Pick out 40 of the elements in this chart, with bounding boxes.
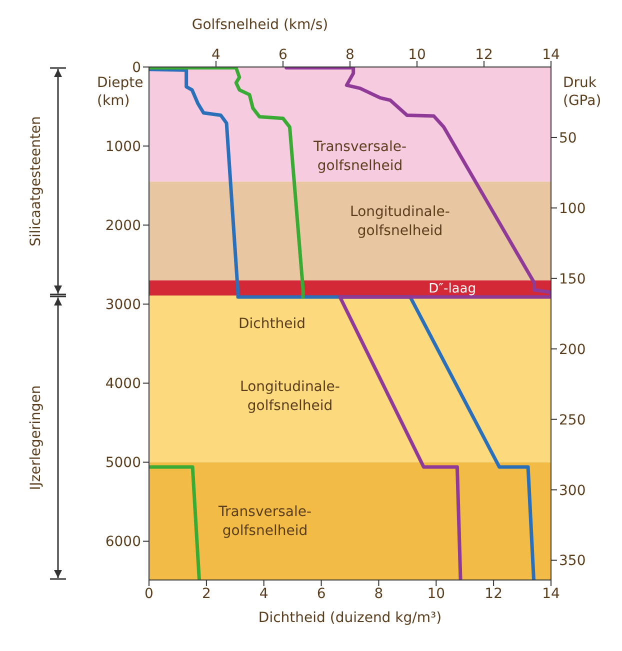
y-axis-title: Diepte (km) <box>97 75 144 109</box>
x-tick-label: 0 <box>144 586 154 602</box>
x-axis-title: Dichtheid (duizend kg/m³) <box>258 610 442 626</box>
y2-tick-label: 300 <box>559 482 586 499</box>
annotation: Transversale- golfsnelheid <box>217 504 312 539</box>
band-label: D″-laag <box>428 282 476 297</box>
x-tick-label: 8 <box>374 586 384 602</box>
y2-axis-title: Druk (GPa) <box>563 75 602 109</box>
x-tick-label: 10 <box>427 586 446 602</box>
y2-tick-label: 250 <box>559 412 586 428</box>
y-tick-label: 3000 <box>105 297 141 314</box>
x2-tick-label: 6 <box>278 47 288 63</box>
x2-axis-title: Golfsnelheid (km/s) <box>192 17 328 33</box>
y2-tick-label: 100 <box>559 200 586 217</box>
annotation: Longitudinale- golfsnelheid <box>350 204 450 239</box>
x2-tick-label: 10 <box>408 47 426 63</box>
y-tick-label: 1000 <box>105 139 141 156</box>
y2-tick-label: 350 <box>559 553 586 570</box>
x-tick-label: 4 <box>259 586 268 602</box>
annotation: Transversale- golfsnelheid <box>312 139 407 174</box>
annotation: Longitudinale- golfsnelheid <box>240 379 340 414</box>
y2-tick-label: 50 <box>559 130 577 146</box>
x-tick-label: 2 <box>202 586 211 602</box>
y-tick-label: 6000 <box>105 534 141 550</box>
text: Silicaatgesteenten <box>28 116 44 246</box>
x-tick-label: 6 <box>316 586 326 602</box>
y-tick-label: 5000 <box>105 455 141 472</box>
x2-tick-label: 8 <box>346 47 354 63</box>
annotation: Dichtheid <box>238 316 306 332</box>
y2-tick-label: 200 <box>559 342 586 358</box>
y-tick-label: 4000 <box>105 376 141 392</box>
text: IJzerlegeringen <box>28 385 44 490</box>
y-tick-label: 2000 <box>105 218 141 234</box>
y-tick-label: 0 <box>132 60 141 76</box>
x-tick-label: 12 <box>484 586 502 602</box>
y2-tick-label: 150 <box>559 271 586 288</box>
x2-tick-label: 14 <box>542 47 560 63</box>
x2-tick-label: 12 <box>475 47 493 63</box>
x-tick-label: 14 <box>542 586 560 602</box>
x2-tick-label: 4 <box>212 47 221 63</box>
